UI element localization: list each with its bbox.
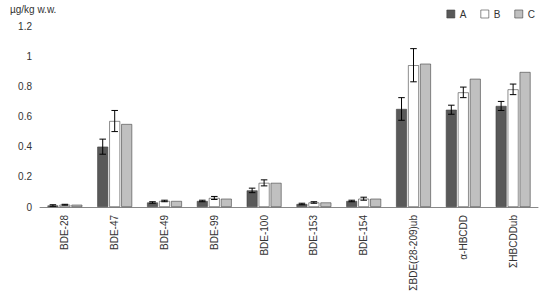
- svg-text:0.2: 0.2: [18, 171, 32, 182]
- svg-text:BDE-99: BDE-99: [209, 215, 220, 250]
- svg-text:B: B: [494, 9, 501, 20]
- svg-text:α-HBCDD: α-HBCDD: [458, 215, 469, 260]
- svg-text:0.8: 0.8: [18, 81, 32, 92]
- svg-text:BDE-47: BDE-47: [109, 215, 120, 250]
- svg-text:BDE-153: BDE-153: [308, 215, 319, 256]
- svg-text:BDE-100: BDE-100: [259, 215, 270, 256]
- svg-text:BDE-28: BDE-28: [59, 215, 70, 250]
- svg-text:0.6: 0.6: [18, 111, 32, 122]
- svg-text:BDE-49: BDE-49: [159, 215, 170, 250]
- svg-text:ΣBDE(28-209)ub: ΣBDE(28-209)ub: [408, 215, 419, 291]
- svg-text:1.2: 1.2: [18, 21, 32, 32]
- svg-text:0: 0: [26, 202, 32, 213]
- svg-text:ΣHBCDDub: ΣHBCDDub: [508, 215, 519, 268]
- svg-text:µg/kg w.w.: µg/kg w.w.: [10, 4, 56, 15]
- svg-text:1: 1: [26, 51, 32, 62]
- svg-text:0.4: 0.4: [18, 141, 32, 152]
- svg-text:A: A: [460, 9, 467, 20]
- svg-text:C: C: [528, 9, 535, 20]
- svg-text:BDE-154: BDE-154: [358, 215, 369, 256]
